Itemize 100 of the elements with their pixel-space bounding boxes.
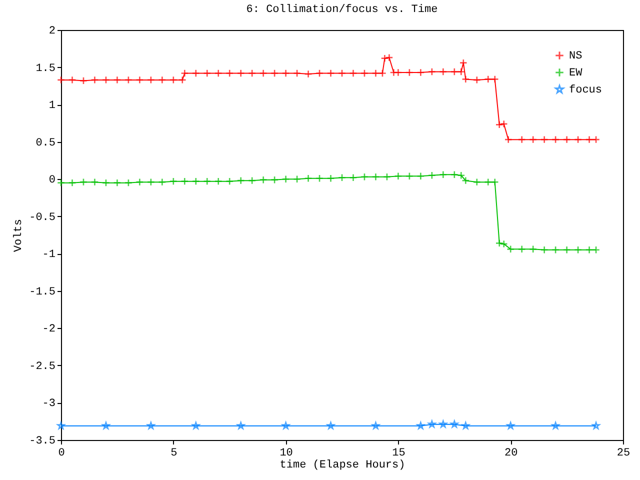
x-tick-label: 20 [504,448,518,460]
point [472,76,481,84]
x-axis-title: time (Elapse Hours) [280,460,406,472]
point [180,177,189,186]
point [562,136,571,144]
point [490,178,499,186]
point [102,178,110,187]
point [113,76,122,84]
point [192,69,200,78]
point [529,136,538,144]
point [146,76,155,84]
y-tick-label: 2 [48,26,56,38]
point [439,170,448,179]
point [504,136,512,144]
x-tick-label: 0 [58,448,65,460]
point [338,69,346,78]
y-tick-label: 1.5 [36,62,56,75]
y-tick-label: -0.5 [29,212,56,224]
y-tick-label: -1.5 [29,286,56,298]
point [592,246,600,254]
point [349,69,358,78]
point [270,176,279,184]
point [236,69,245,78]
point [416,422,425,430]
point [378,69,386,78]
point [282,69,290,78]
y-tick-label: 0.5 [36,137,56,150]
point [68,178,76,187]
point [585,136,594,144]
point [360,172,368,181]
point [316,69,324,78]
point [394,172,402,180]
point [236,176,245,185]
point [226,177,234,186]
x-tick-label: 5 [170,448,178,460]
point [439,68,448,76]
point [79,76,88,85]
point [529,245,538,254]
y-tick-label: -3 [42,398,56,410]
point [372,172,380,181]
point [226,69,234,78]
point [540,246,548,254]
point [169,76,178,84]
point [405,68,414,76]
point [282,175,290,184]
point [490,75,499,84]
y-tick-label: 1 [48,100,56,112]
point [136,76,144,84]
point [169,177,178,186]
y-tick-label: -1 [42,249,56,262]
point [203,69,212,78]
point [450,68,458,76]
point [506,245,515,254]
point [500,120,508,128]
point [124,76,132,84]
point [316,174,324,182]
point [158,76,166,84]
point [158,178,166,186]
point [484,75,492,84]
point [293,69,302,78]
point [462,75,470,84]
point [540,136,548,144]
point [518,245,526,254]
point [178,76,186,84]
point [428,171,436,180]
point [382,172,391,181]
legend-label: focus [569,84,602,96]
point [472,178,481,186]
point [394,68,402,76]
point [457,68,466,76]
point [113,178,122,187]
point [304,174,312,182]
point [574,246,582,254]
point [90,76,99,84]
point [592,136,600,144]
point [416,172,425,180]
point [259,176,268,184]
point [338,174,346,182]
y-tick-label: -2 [42,324,56,336]
point [214,69,222,78]
y-tick-label: -3.5 [29,436,56,448]
point [372,422,380,430]
point [214,177,222,186]
point [68,76,76,84]
y-tick-label: 0 [48,174,56,187]
point [360,69,368,78]
point [326,422,335,430]
point [574,136,582,144]
x-tick-label: 15 [392,448,406,460]
point [459,58,468,67]
point [282,422,290,430]
chart-title: 6: Collimation/focus vs. Time [246,4,438,16]
point [385,54,394,62]
point [180,69,189,78]
point [79,178,88,186]
point [136,178,144,186]
point [270,69,279,78]
point [56,178,66,187]
point [484,178,492,186]
point [326,174,335,182]
